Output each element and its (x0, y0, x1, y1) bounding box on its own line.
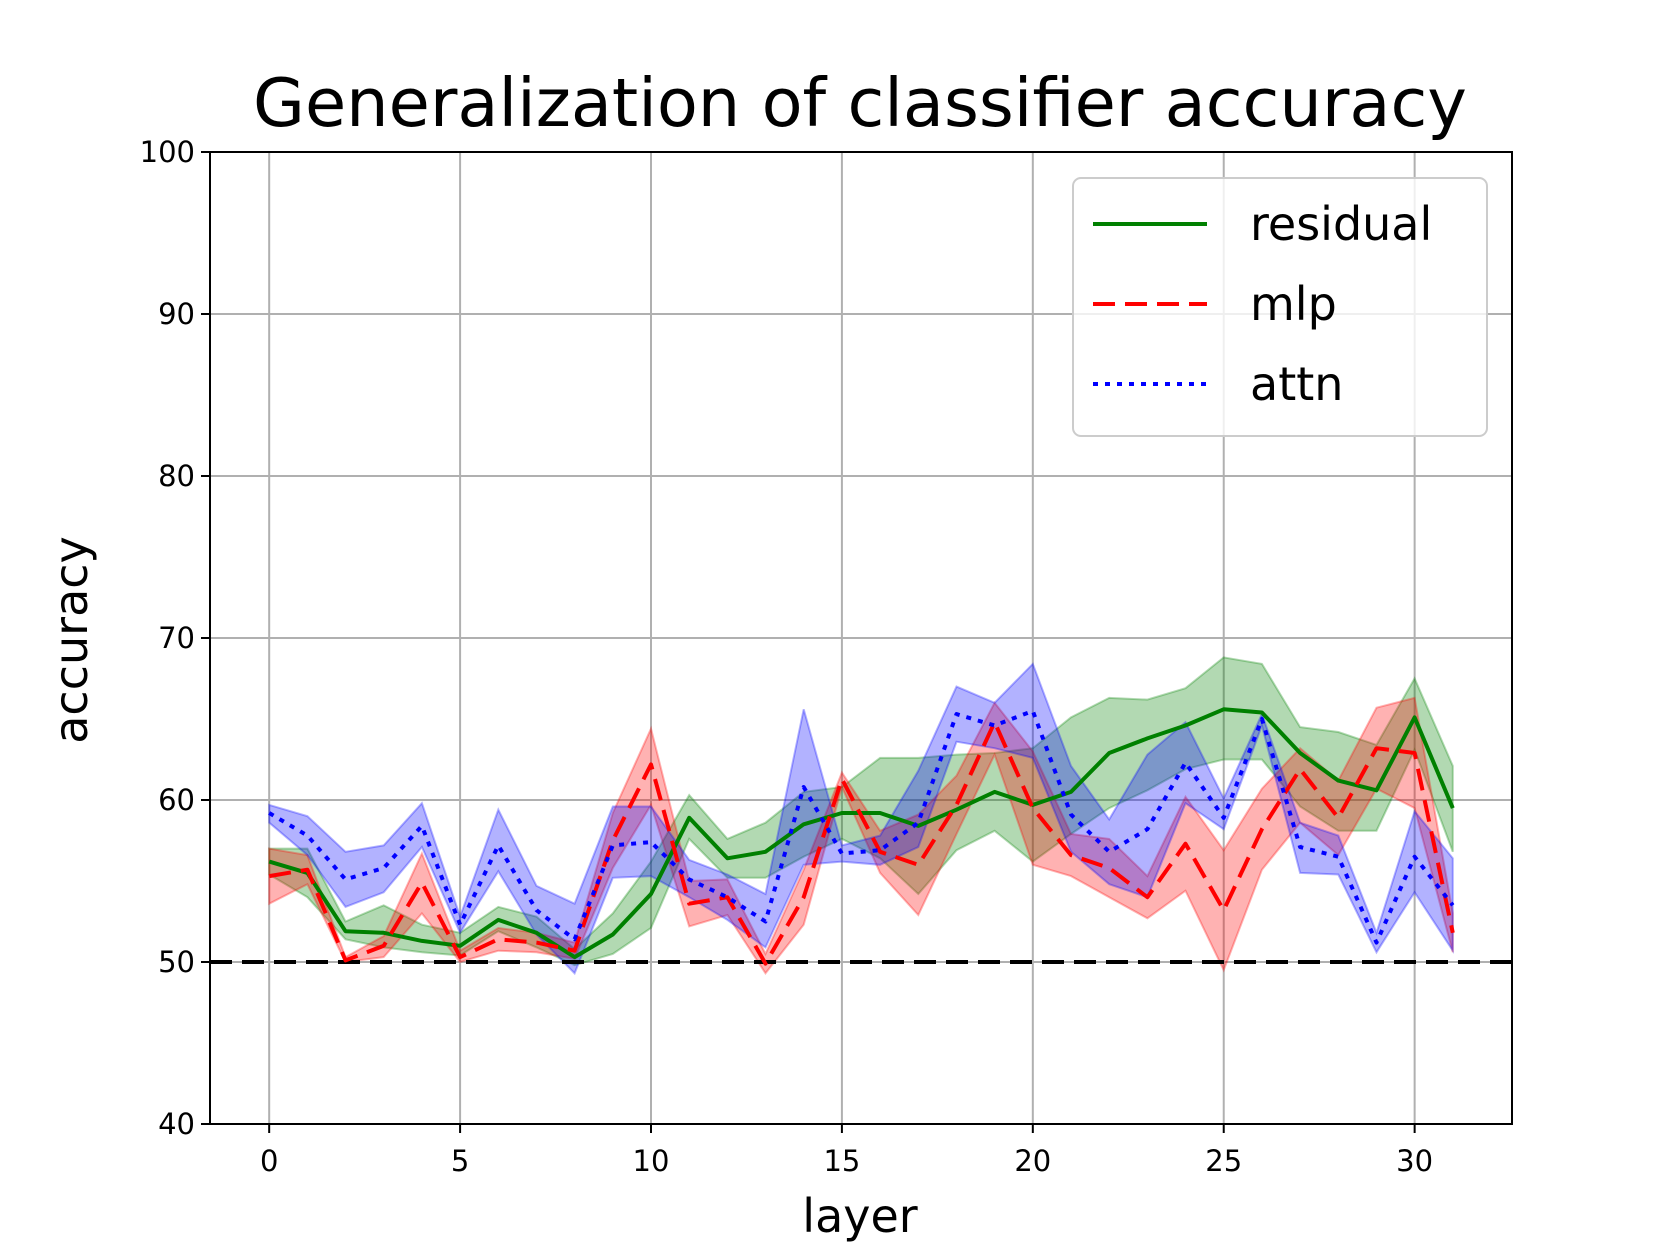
y-axis-label: accuracy (44, 536, 98, 744)
mlp-line (268, 720, 1455, 966)
x-axis-label: layer (802, 1189, 917, 1243)
legend: residual mlp attn (1072, 177, 1488, 437)
y-tick-label-40: 40 (158, 1107, 195, 1141)
attn-line (268, 708, 1455, 945)
legend-label-mlp: mlp (1250, 277, 1337, 331)
y-tick-label-60: 60 (158, 783, 195, 817)
x-tick-label-0: 0 (260, 1144, 278, 1178)
y-tick-label-80: 80 (158, 459, 195, 493)
legend-label-residual: residual (1250, 197, 1432, 251)
y-tick-label-70: 70 (158, 621, 195, 655)
x-tick-label-10: 10 (633, 1144, 670, 1178)
x-tick-label-5: 5 (451, 1144, 469, 1178)
axis-ticks: 0 5 10 15 20 25 30 40 50 60 70 80 90 100 (140, 135, 1433, 1178)
y-tick-label-50: 50 (158, 945, 195, 979)
series-lines (268, 707, 1455, 966)
legend-box (1072, 177, 1488, 437)
x-tick-label-20: 20 (1014, 1144, 1051, 1178)
mlp-band (268, 696, 1454, 976)
chart-title: Generalization of classifier accuracy (253, 64, 1467, 142)
x-tick-label-30: 30 (1396, 1144, 1433, 1178)
y-tick-label-90: 90 (158, 297, 195, 331)
y-tick-label-100: 100 (140, 135, 195, 169)
x-tick-label-15: 15 (823, 1144, 860, 1178)
x-tick-label-25: 25 (1205, 1144, 1242, 1178)
legend-label-attn: attn (1250, 357, 1343, 411)
